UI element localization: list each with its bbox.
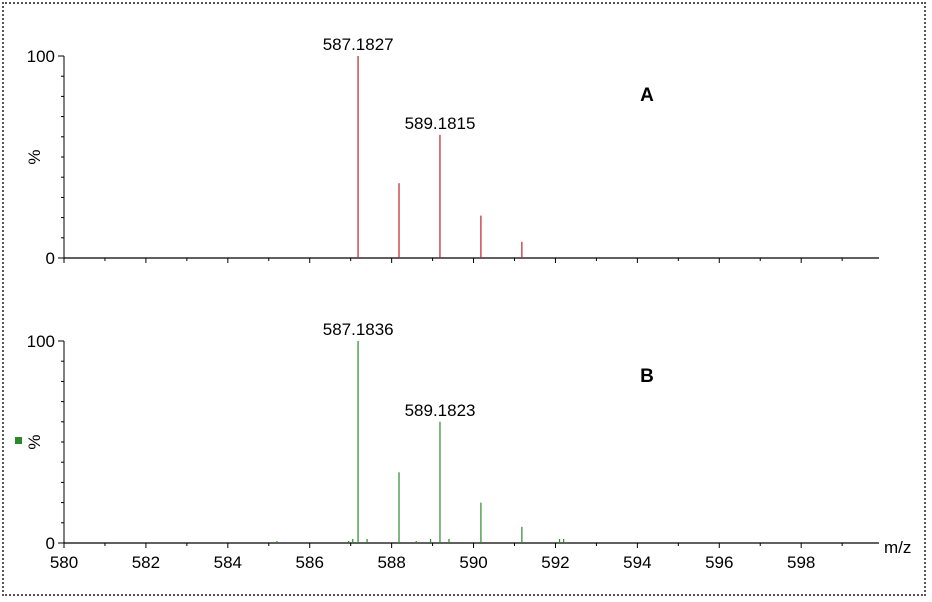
panel-a-y-tick-label: 100 — [27, 47, 55, 66]
panel-b-x-tick-label: 580 — [50, 553, 78, 572]
panel-b-x-tick-label: 588 — [377, 553, 405, 572]
panel-b-ylabel: % — [25, 434, 44, 449]
panel-b-y-tick-label: 0 — [46, 534, 55, 553]
figure-frame — [2, 2, 926, 596]
panel-b-peak-label-0: 587.1836 — [323, 320, 394, 339]
panel-b-x-tick-label: 594 — [623, 553, 651, 572]
panel-b-x-tick-label: 582 — [132, 553, 160, 572]
panel-a-peak-label-1: 589.1815 — [405, 114, 476, 133]
panel-b-x-tick-label: 592 — [541, 553, 569, 572]
panel-a-label: A — [640, 85, 654, 106]
panel-a-y-tick-label: 0 — [46, 249, 55, 268]
panel-b-legend-marker — [15, 437, 22, 444]
panel-a-peak-label-0: 587.1827 — [323, 35, 394, 54]
panel-b-x-tick-label: 590 — [459, 553, 487, 572]
panel-b-x-tick-label: 584 — [214, 553, 242, 572]
panel-b-label: B — [640, 366, 654, 387]
x-axis-label: m/z — [884, 538, 911, 557]
panel-b-y-tick-label: 100 — [27, 332, 55, 351]
panel-b-x-tick-label: 596 — [705, 553, 733, 572]
panel-b-peak-label-1: 589.1823 — [405, 401, 476, 420]
panel-b-x-tick-label: 586 — [296, 553, 324, 572]
panel-a-ylabel: % — [25, 149, 44, 164]
panel-b-x-tick-label: 598 — [787, 553, 815, 572]
